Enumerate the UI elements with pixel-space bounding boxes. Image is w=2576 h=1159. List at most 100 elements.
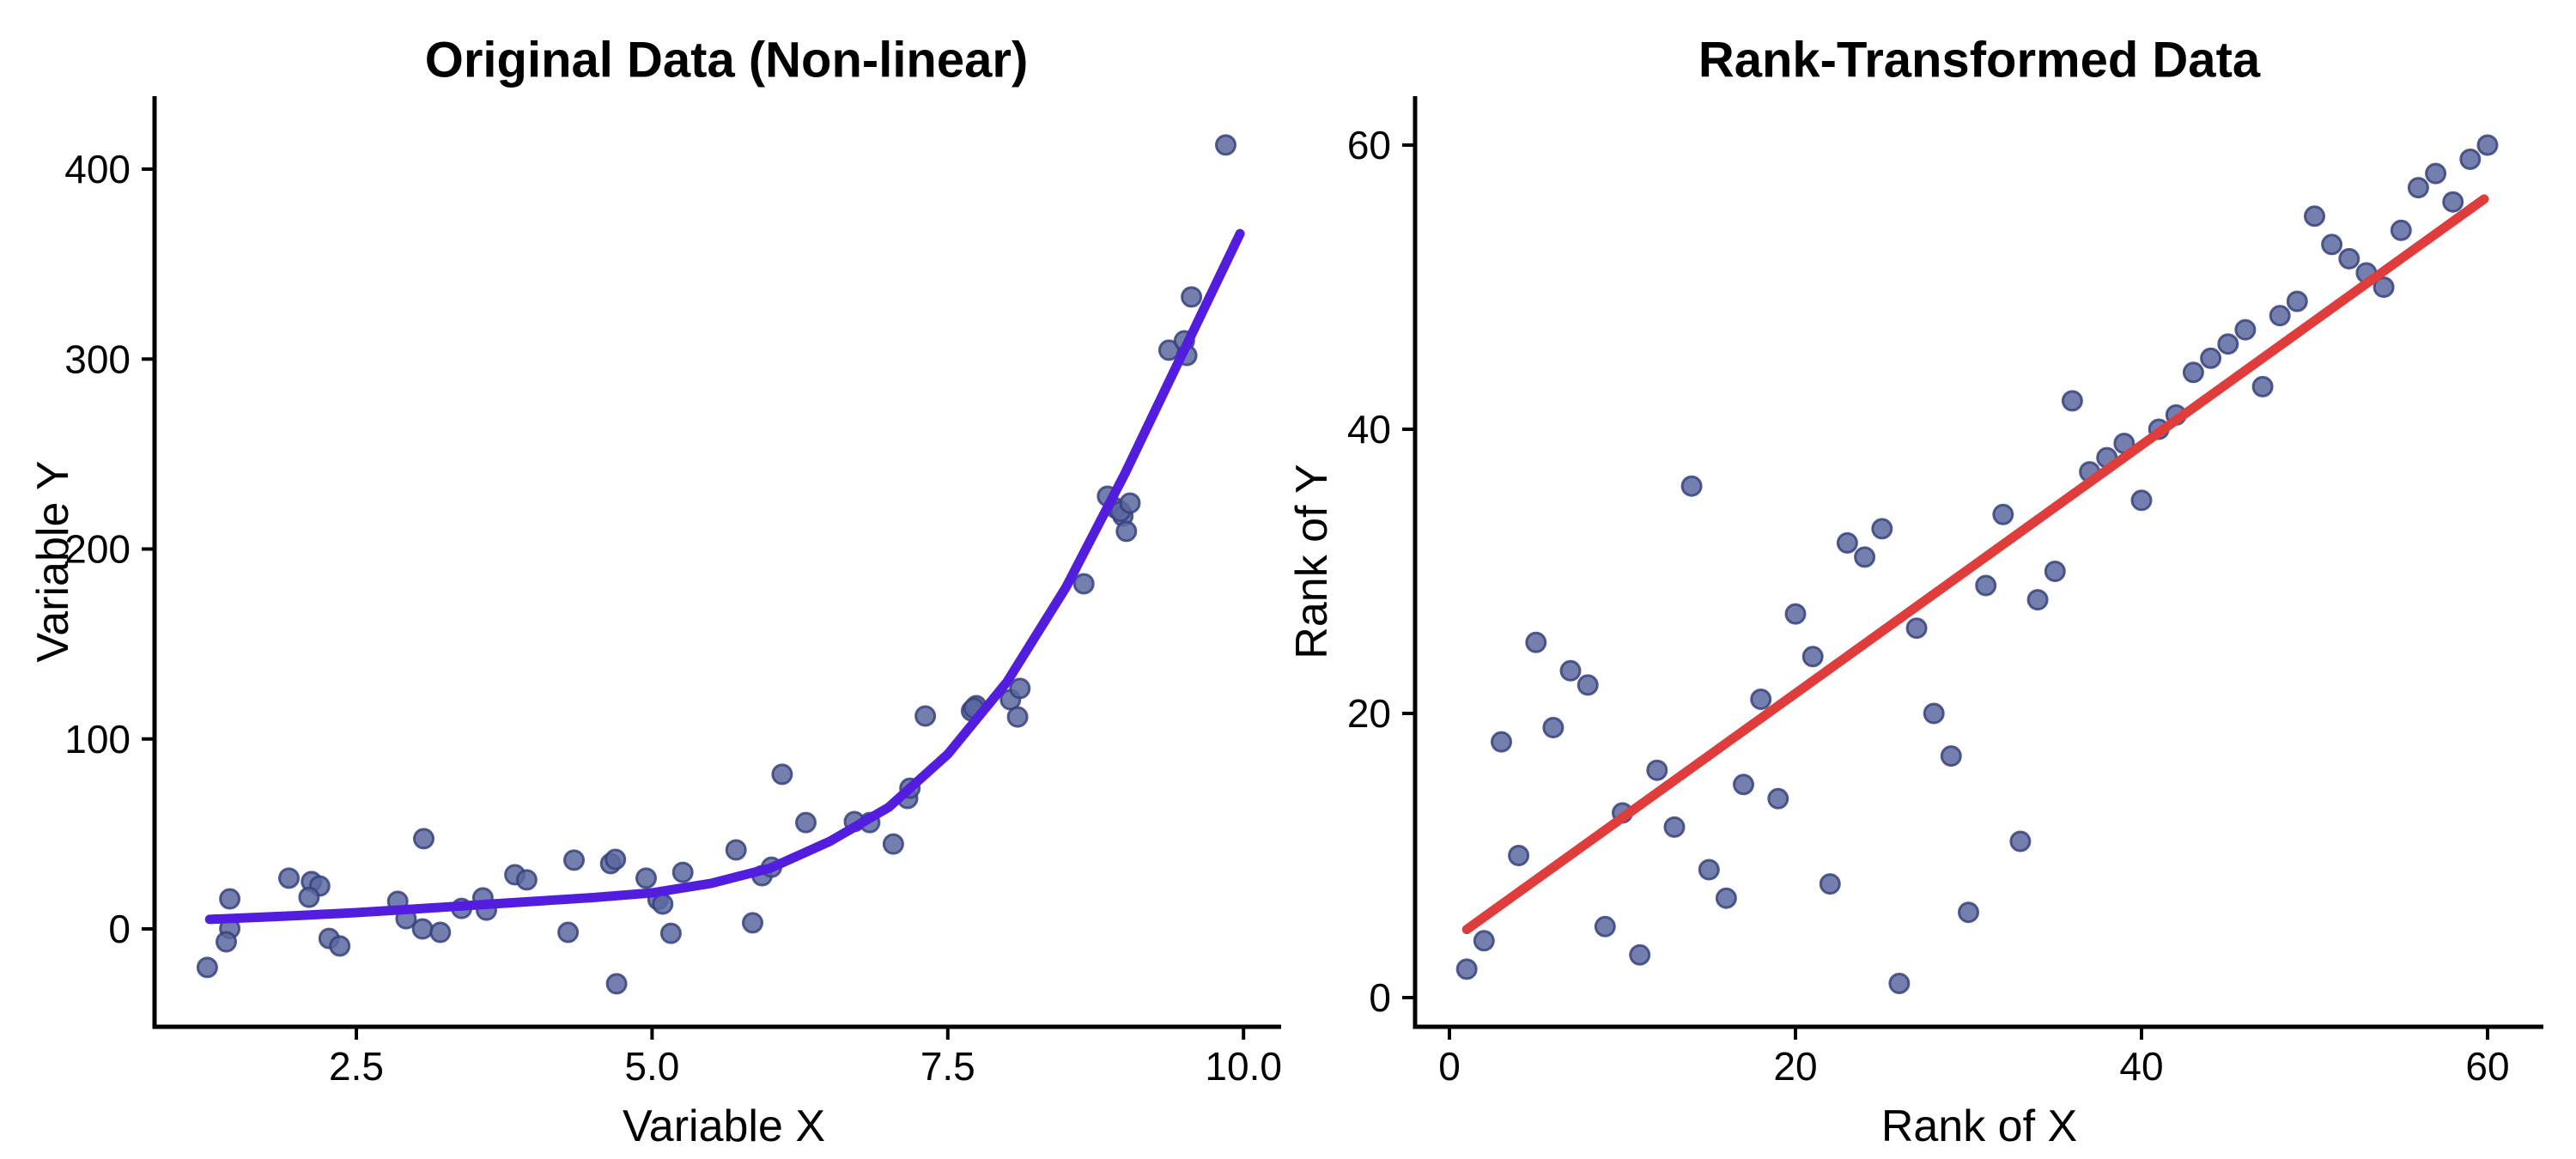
data-point [2286,290,2308,313]
points-group [1455,134,2499,994]
right-x-axis-label: Rank of X [1880,1101,2078,1151]
data-point [196,956,218,979]
data-point [2304,205,2325,228]
data-point [1871,518,1893,540]
y-tick-label: 400 [64,147,131,191]
data-point [1715,887,1737,909]
data-point [1698,859,1720,881]
data-point [1801,646,1824,668]
x-tick-label: 7.5 [920,1044,975,1089]
data-point [1905,617,1928,640]
data-point [1888,973,1911,994]
data-point [413,828,434,850]
data-point [1958,901,1979,924]
data-point [1473,930,1495,952]
data-point [1542,717,1564,738]
data-point [1525,631,1547,653]
panel-1: 2.5 5.0 7.5 10.0 0 100 200 300 400 [64,96,1282,1089]
data-point [1594,915,1616,938]
data-point [1923,702,1945,725]
data-point [2459,149,2482,170]
data-point [1577,674,1599,696]
x-tick-label: 5.0 [624,1044,679,1089]
panel-2: 0 20 40 60 0 20 40 60 [1347,96,2543,1089]
data-point [298,886,320,908]
data-point [771,763,793,786]
data-point [1119,492,1141,514]
data-point [2009,830,2032,853]
data-point [515,869,538,891]
data-point [605,973,628,995]
y-tick-label: 300 [64,337,131,381]
data-point [2182,361,2204,384]
data-point [1992,503,2014,525]
data-point [1491,731,1512,753]
data-point [2425,162,2447,185]
data-point [2026,589,2049,611]
data-point [914,705,937,727]
left-panel-title: Original Data (Non-linear) [424,32,1029,88]
data-point [2217,333,2239,355]
data-point [2476,134,2499,156]
x-tick-label: 10.0 [1205,1044,1282,1089]
left-x-axis-label: Variable X [622,1101,826,1151]
data-point [2269,305,2291,327]
data-point [1663,816,1686,838]
fit-line [1461,194,2489,935]
y-tick-label: 0 [108,907,131,951]
data-point [1629,944,1651,966]
x-tick-label: 60 [2465,1044,2509,1089]
y-tick-label: 0 [1369,975,1391,1020]
data-point [2372,276,2395,298]
y-tick-label: 100 [64,717,131,762]
data-point [1006,706,1029,728]
y-tick-label: 200 [64,527,131,572]
data-point [1455,958,1478,980]
y-tick-label: 40 [1347,407,1391,452]
right-panel-title: Rank-Transformed Data [1698,32,2261,88]
fit-line [204,228,1245,925]
data-point [1646,759,1668,781]
data-point [2390,219,2412,241]
data-point [1559,659,1582,682]
data-point [1836,531,1858,554]
y-tick-label: 60 [1347,123,1391,167]
x-tick-label: 40 [2119,1044,2163,1089]
data-point [219,888,241,910]
data-point [1784,603,1807,625]
data-point [1215,134,1236,156]
data-point [429,921,452,944]
data-point [2061,390,2083,412]
data-point [2321,234,2343,256]
data-point [1854,546,1876,568]
data-point [2200,347,2222,369]
data-point [1181,286,1203,308]
data-point [1975,574,1997,597]
data-point [671,861,694,883]
data-point [1940,745,1962,768]
data-point [2407,177,2429,199]
x-tick-label: 2.5 [329,1044,384,1089]
x-tick-label: 0 [1438,1044,1461,1089]
data-point [1072,573,1095,595]
left-y-axis-label: Variable Y [28,460,78,663]
data-point [1680,475,1703,497]
data-point [2130,489,2153,512]
data-point [795,811,817,834]
data-point [1750,689,1772,710]
data-point [742,912,763,934]
data-point [557,921,580,944]
data-point [725,839,747,861]
data-point [1819,873,1841,895]
data-point [329,935,351,957]
data-point [2251,375,2274,397]
y-tick-label: 20 [1347,691,1391,736]
data-point [2044,561,2066,582]
data-point [652,893,674,915]
data-point [882,833,904,855]
data-point [411,918,434,940]
right-y-axis-label: Rank of Y [1287,464,1337,659]
data-point [1767,787,1789,810]
